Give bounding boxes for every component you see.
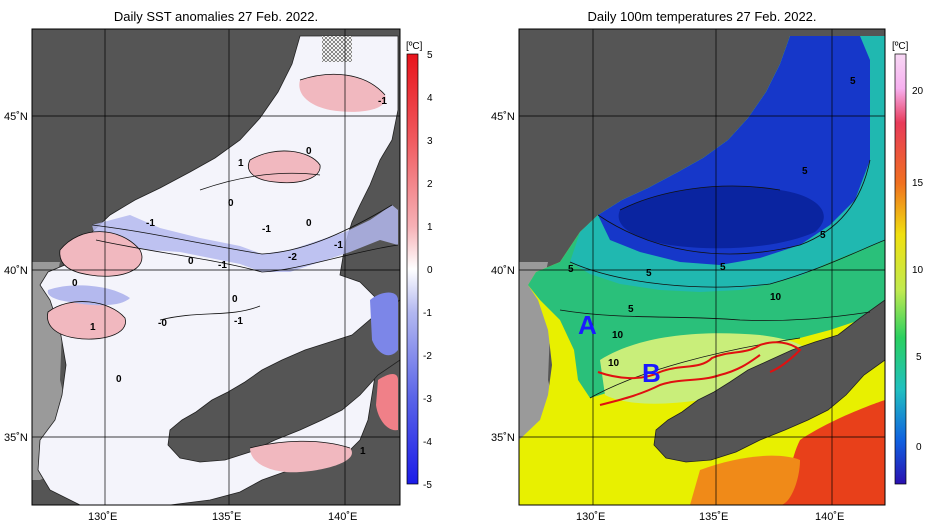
right-clabel: 10: [612, 330, 624, 341]
left-clabel: -0: [158, 318, 167, 329]
left-pos-blob4: [299, 74, 386, 112]
annotation-a: A: [578, 310, 597, 340]
right-clabel: 5: [720, 262, 726, 273]
left-clabel: -1: [334, 240, 343, 251]
right-lon-label: 130˚E: [576, 511, 605, 523]
left-neg-band: [92, 205, 398, 272]
left-cb-tick: 4: [427, 93, 433, 104]
left-panel-title: Daily SST anomalies 27 Feb. 2022.: [113, 9, 319, 24]
right-clabel: 5: [646, 268, 652, 279]
left-clabel: 0: [232, 294, 238, 305]
right-lat-label: 45˚N: [491, 111, 515, 123]
left-clabel: 0: [72, 278, 78, 289]
left-cb-tick: 5: [427, 50, 433, 61]
left-clabel: -1: [146, 218, 155, 229]
right-lon-label: 135˚E: [699, 511, 728, 523]
left-clabel: -2: [288, 252, 297, 263]
right-cb-tick: 15: [912, 178, 924, 189]
left-cb-tick: 0: [427, 265, 433, 276]
right-cb-tick: 10: [912, 265, 924, 276]
left-colorbar: [406, 53, 419, 485]
right-clabel: 5: [628, 304, 634, 315]
left-neg-east: [370, 292, 398, 356]
right-panel-title: Daily 100m temperatures 27 Feb. 2022.: [587, 9, 817, 24]
right-japan-land: [653, 299, 885, 463]
left-clabel: -1: [378, 96, 387, 107]
left-pos-blob1: [59, 231, 142, 277]
left-cb-tick: -1: [423, 308, 432, 319]
right-clabel: 10: [770, 292, 782, 303]
right-contours: [559, 159, 885, 399]
left-cb-tick: -5: [423, 480, 432, 491]
left-cb-tick: 2: [427, 179, 433, 190]
left-clabel: 1: [360, 446, 366, 457]
left-neg-blob6: [47, 285, 130, 306]
left-lon-label: 135˚E: [212, 511, 241, 523]
left-lat-label: 45˚N: [4, 111, 28, 123]
left-pos-blob5: [250, 441, 352, 473]
right-colorbar-ticks: 20 15 10 5 0: [912, 86, 924, 453]
left-colorbar-unit: [ºC]: [406, 41, 423, 52]
left-clabel: -1: [218, 260, 227, 271]
left-cb-tick: 1: [427, 222, 433, 233]
left-contour-labels: -1 1 0 -1 0 -1 0 -2 -1 -1 0 0 0 -1 1 -0 …: [72, 96, 387, 457]
left-pos-east: [376, 374, 398, 431]
left-lon-label: 130˚E: [88, 511, 117, 523]
left-clabel: 1: [90, 322, 96, 333]
left-cb-tick: -2: [423, 351, 432, 362]
left-clabel: 0: [306, 146, 312, 157]
right-colorbar: [894, 53, 907, 485]
left-clabel: 0: [188, 256, 194, 267]
right-clabel: 5: [802, 166, 808, 177]
left-hatch: [322, 36, 352, 62]
right-graticule: [519, 29, 885, 505]
right-lon-label: 140˚E: [815, 511, 844, 523]
right-cb-tick: 5: [916, 352, 922, 363]
left-cb-tick: -3: [423, 394, 432, 405]
right-frame: [518, 28, 886, 506]
right-clabel: 5: [820, 230, 826, 241]
right-cb-tick: 0: [916, 442, 922, 453]
left-lat-label: 35˚N: [4, 432, 28, 444]
right-cb-tick: 20: [912, 86, 924, 97]
left-lon-label: 140˚E: [328, 511, 357, 523]
right-lat-label: 40˚N: [491, 265, 515, 277]
left-clabel: 0: [306, 218, 312, 229]
left-clabel: 1: [238, 158, 244, 169]
right-sea-hot: [780, 400, 885, 505]
left-frame: [31, 28, 401, 506]
left-graticule: [32, 29, 400, 505]
left-contours: [47, 73, 399, 449]
annotation-b: B: [642, 358, 661, 388]
right-colorbar-unit: [ºC]: [892, 41, 909, 52]
left-lat-label: 40˚N: [4, 265, 28, 277]
left-japan-land: [167, 299, 400, 463]
right-sea-coldest: [618, 186, 824, 249]
right-sea-orange: [690, 455, 800, 505]
left-pos-blob2: [47, 301, 126, 340]
left-clabel: -1: [262, 224, 271, 235]
right-clabel: 10: [608, 358, 620, 369]
right-lat-label: 35˚N: [491, 432, 515, 444]
right-red-contour: [597, 341, 802, 406]
left-clabel: 0: [116, 374, 122, 385]
right-clabel: 5: [568, 264, 574, 275]
right-clabel: 5: [850, 76, 856, 87]
left-colorbar-ticks: 5 4 3 2 1 0 -1 -2 -3 -4 -5: [423, 50, 433, 491]
left-clabel: 0: [228, 198, 234, 209]
left-cb-tick: -4: [423, 437, 432, 448]
left-cb-tick: 3: [427, 136, 433, 147]
right-contour-labels: 5 5 5 5 5 5 5 10 10 10: [568, 76, 856, 369]
left-clabel: -1: [234, 316, 243, 327]
